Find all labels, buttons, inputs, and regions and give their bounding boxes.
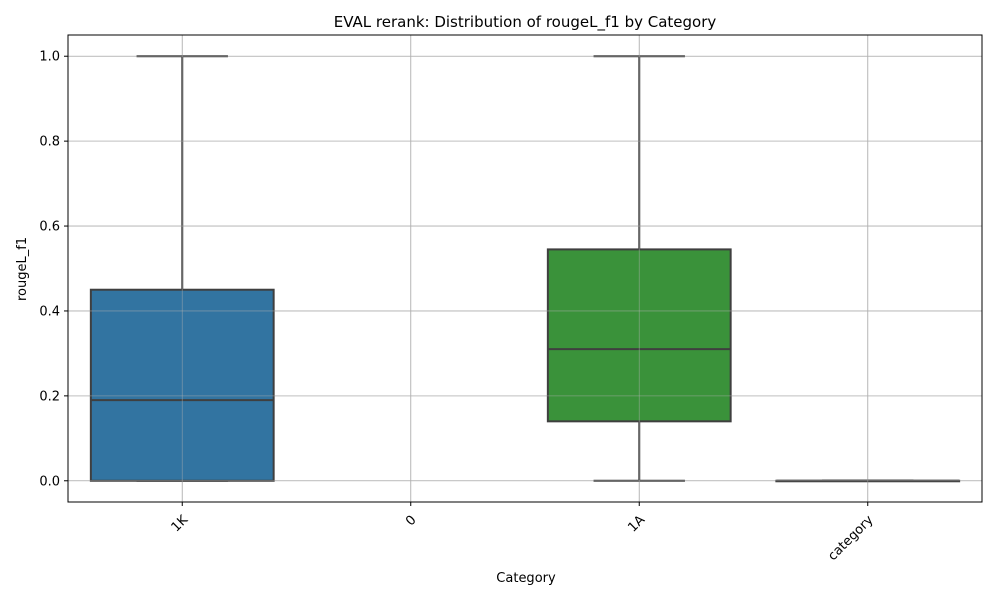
- plot-frame: [67, 34, 983, 503]
- y-tick-label: 0.6: [39, 220, 60, 235]
- grid-overlay: [68, 35, 982, 502]
- y-axis-ticks: 0.0 0.2 0.4 0.6 0.8 1.0: [39, 50, 68, 489]
- x-tick-label: 1K: [169, 512, 192, 535]
- y-tick-label: 1.0: [39, 50, 60, 65]
- boxes: [89, 55, 961, 483]
- y-tick-label: 0.2: [39, 389, 60, 404]
- x-axis-ticks: 1K 0 1A category: [169, 502, 877, 564]
- y-tick-label: 0.0: [39, 474, 60, 489]
- x-tick-label: category: [825, 512, 876, 563]
- y-tick-label: 0.8: [39, 135, 60, 150]
- chart-title: EVAL rerank: Distribution of rougeL_f1 b…: [334, 13, 717, 32]
- x-tick-label: 0: [403, 513, 419, 529]
- y-tick-label: 0.4: [39, 304, 60, 319]
- x-tick-label: 1A: [625, 513, 648, 536]
- x-axis-label: Category: [496, 571, 556, 586]
- y-axis-label: rougeL_f1: [15, 237, 30, 301]
